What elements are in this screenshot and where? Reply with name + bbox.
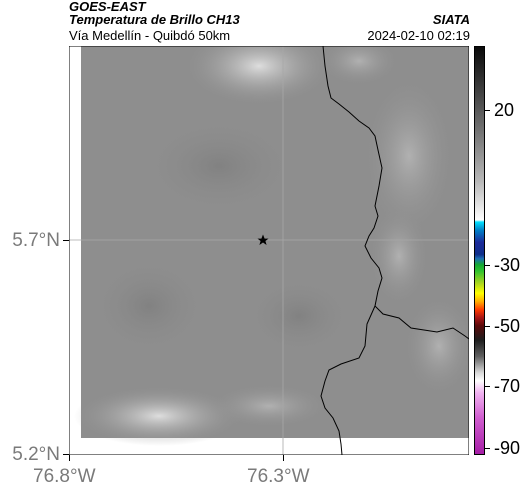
grid-lines xyxy=(69,46,469,455)
colorbar-label: -50 xyxy=(494,316,521,336)
colorbar-tick xyxy=(485,265,490,266)
colorbar-label: -70 xyxy=(494,376,521,396)
colorbar-tick xyxy=(485,386,490,387)
star-icon xyxy=(257,234,269,245)
product-title: Temperatura de Brillo CH13 xyxy=(69,12,240,27)
colorbar-label: -30 xyxy=(494,255,521,275)
y-tick-mark xyxy=(63,454,69,455)
colorbar-tick xyxy=(485,448,490,449)
boundary-line-south xyxy=(320,305,376,455)
organization-label: SIATA xyxy=(432,12,470,27)
boundary-line xyxy=(322,46,469,340)
datetime-label: 2024-02-10 02:19 xyxy=(367,28,470,43)
colorbar-tick xyxy=(485,110,490,111)
satellite-map xyxy=(69,46,469,455)
colorbar-label: -90 xyxy=(494,438,521,458)
y-tick-label: 5.7°N xyxy=(12,230,60,251)
x-tick-mark xyxy=(283,455,284,461)
satellite-title: GOES-EAST xyxy=(69,0,146,14)
x-tick-mark xyxy=(69,455,70,461)
y-tick-mark xyxy=(63,240,69,241)
region-label: Vía Medellín - Quibdó 50km xyxy=(69,28,231,43)
x-tick-label: 76.3°W xyxy=(247,466,310,487)
y-tick-label: 5.2°N xyxy=(12,444,60,465)
colorbar-tick xyxy=(485,326,490,327)
cloud-texture xyxy=(74,46,469,446)
colorbar-label: 20 xyxy=(494,100,515,120)
colorbar xyxy=(474,46,485,455)
x-tick-label: 76.8°W xyxy=(33,466,96,487)
